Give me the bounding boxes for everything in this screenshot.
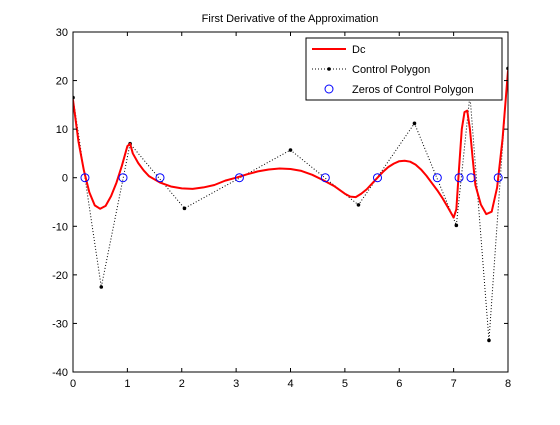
y-tick-label: 20 (56, 76, 68, 88)
control-polygon-point (99, 285, 104, 289)
zero-marker (118, 173, 128, 183)
control-polygon-point (454, 223, 459, 228)
clipped-series (73, 66, 508, 343)
control-polygon-point (412, 121, 417, 126)
zero-marker (454, 173, 464, 183)
x-tick-label: 3 (233, 378, 239, 390)
x-tick-label: 2 (179, 378, 185, 390)
x-tick-label: 5 (342, 378, 348, 390)
x-tick-label: 6 (396, 378, 402, 390)
zero-marker (234, 173, 244, 183)
x-tick-label: 7 (451, 378, 457, 390)
control-polygon-point (288, 148, 293, 152)
zero-marker (155, 173, 165, 183)
control-polygon-point (356, 203, 361, 207)
series-layer (73, 66, 508, 343)
legend-control-polygon-dot (327, 67, 331, 71)
y-tick-label: -10 (52, 221, 68, 233)
legend-control-polygon-label: Control Polygon (352, 64, 430, 76)
zero-marker (80, 173, 90, 183)
y-tick-label: 0 (62, 173, 68, 185)
control-polygon-point (487, 338, 491, 343)
zero-marker (493, 173, 503, 183)
y-tick-label: 30 (56, 27, 68, 39)
y-tick-label: -40 (52, 367, 68, 379)
x-tick-label: 1 (124, 378, 130, 390)
series-dc-line (73, 69, 508, 219)
x-tick-label: 4 (287, 378, 293, 390)
y-tick-label: 10 (56, 124, 68, 136)
y-tick-label: -30 (52, 318, 68, 330)
legend-dc-label: Dc (352, 44, 366, 56)
tick-layer: 0 1 2 3 4 5 6 7 8 30 20 10 0 -10 -20 -30 -40 (52, 27, 511, 390)
x-tick-label: 8 (505, 378, 511, 390)
x-tick-label: 0 (70, 378, 76, 390)
control-polygon-point (182, 206, 187, 211)
zero-marker (320, 173, 330, 183)
legend-zeros-marker (324, 84, 334, 94)
legend-zeros-label: Zeros of Control Polygon (352, 84, 474, 96)
zero-marker (466, 173, 476, 183)
y-tick-label: -20 (52, 270, 68, 282)
zero-marker (432, 173, 442, 183)
legend: Dc Control Polygon Zeros of Control Polygo… (305, 37, 503, 101)
zero-marker (373, 173, 382, 183)
chart-title: First Derivative of the Approximation (202, 13, 379, 25)
